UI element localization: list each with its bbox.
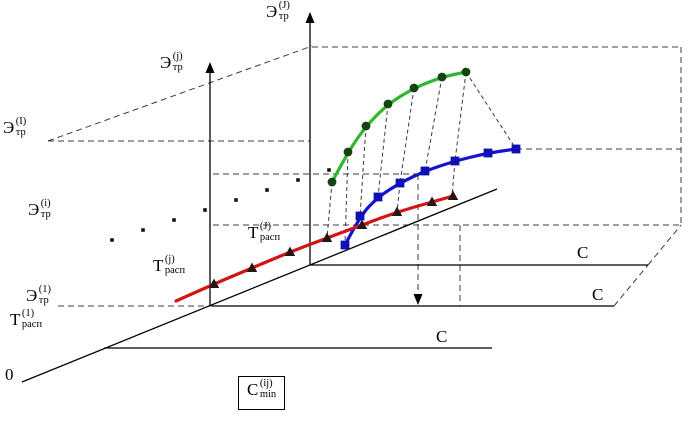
curve-back-green-marker-4 <box>409 83 419 93</box>
intermediate-curves-dots-4 <box>234 198 238 202</box>
curve-mid-blue-marker-5 <box>450 156 460 166</box>
mesh-rib-3 <box>377 103 389 198</box>
curve-mid-blue-marker-2 <box>373 192 383 202</box>
curve-mid-blue-marker-6 <box>483 148 493 158</box>
curve-front-red-marker-7 <box>426 196 438 206</box>
layer-axes <box>21 14 648 383</box>
mesh-rib-7 <box>465 71 517 150</box>
arrow-axis-main-up <box>305 12 315 23</box>
curve-mid-blue-line <box>343 147 518 247</box>
mesh-rib-8 <box>396 182 401 213</box>
c-mid-right-link <box>613 264 649 307</box>
layer-dashed <box>47 45 682 307</box>
curve-back-green-marker-0 <box>327 177 337 187</box>
curve-mid-blue-marker-7 <box>511 144 521 154</box>
mesh-rib-4 <box>399 87 415 184</box>
level-I-depth-line <box>47 45 313 142</box>
mesh-rib-2 <box>359 125 367 217</box>
depth-axis <box>21 188 498 383</box>
arrow-projection-down <box>413 294 423 305</box>
c-back-right-link <box>647 224 682 266</box>
curve-front-red-marker-6 <box>391 206 403 216</box>
mesh-rib-0 <box>326 181 333 239</box>
layer-arrows <box>205 12 423 305</box>
intermediate-curves-dots-2 <box>172 218 176 222</box>
curve-mid-blue-marker-3 <box>395 178 405 188</box>
layer-dots <box>110 168 331 242</box>
intermediate-curves-dots-5 <box>265 188 269 192</box>
curve-front-red-marker-2 <box>246 262 258 272</box>
layer-curves <box>174 67 521 303</box>
intermediate-curves-dots-7 <box>327 168 331 172</box>
curve-front-red-marker-3 <box>284 246 296 256</box>
mesh-rib-5 <box>424 76 443 172</box>
curve-back-green-marker-6 <box>461 67 471 77</box>
curve-back-green-marker-1 <box>343 147 353 157</box>
curve-front-red-marker-8 <box>447 190 459 200</box>
curve-front-red-marker-4 <box>321 232 333 242</box>
mesh-rib-6 <box>454 71 467 162</box>
curve-front-red-marker-5 <box>356 219 368 229</box>
intermediate-curves-dots-0 <box>110 238 114 242</box>
curve-mid-blue-marker-0 <box>340 240 350 250</box>
curve-mid-blue-marker-1 <box>355 211 365 221</box>
curve-front-red-marker-1 <box>208 278 220 288</box>
curve-back-green-marker-5 <box>437 72 447 82</box>
arrow-axis-second-up <box>205 62 215 73</box>
curve-back-green-marker-3 <box>383 99 393 109</box>
curve-back-green-marker-2 <box>361 121 371 131</box>
curve-mid-blue-marker-4 <box>420 166 430 176</box>
mesh-rib-9 <box>451 160 456 197</box>
intermediate-curves-dots-3 <box>203 208 207 212</box>
intermediate-curves-dots-1 <box>141 228 145 232</box>
intermediate-curves-dots-6 <box>296 178 300 182</box>
